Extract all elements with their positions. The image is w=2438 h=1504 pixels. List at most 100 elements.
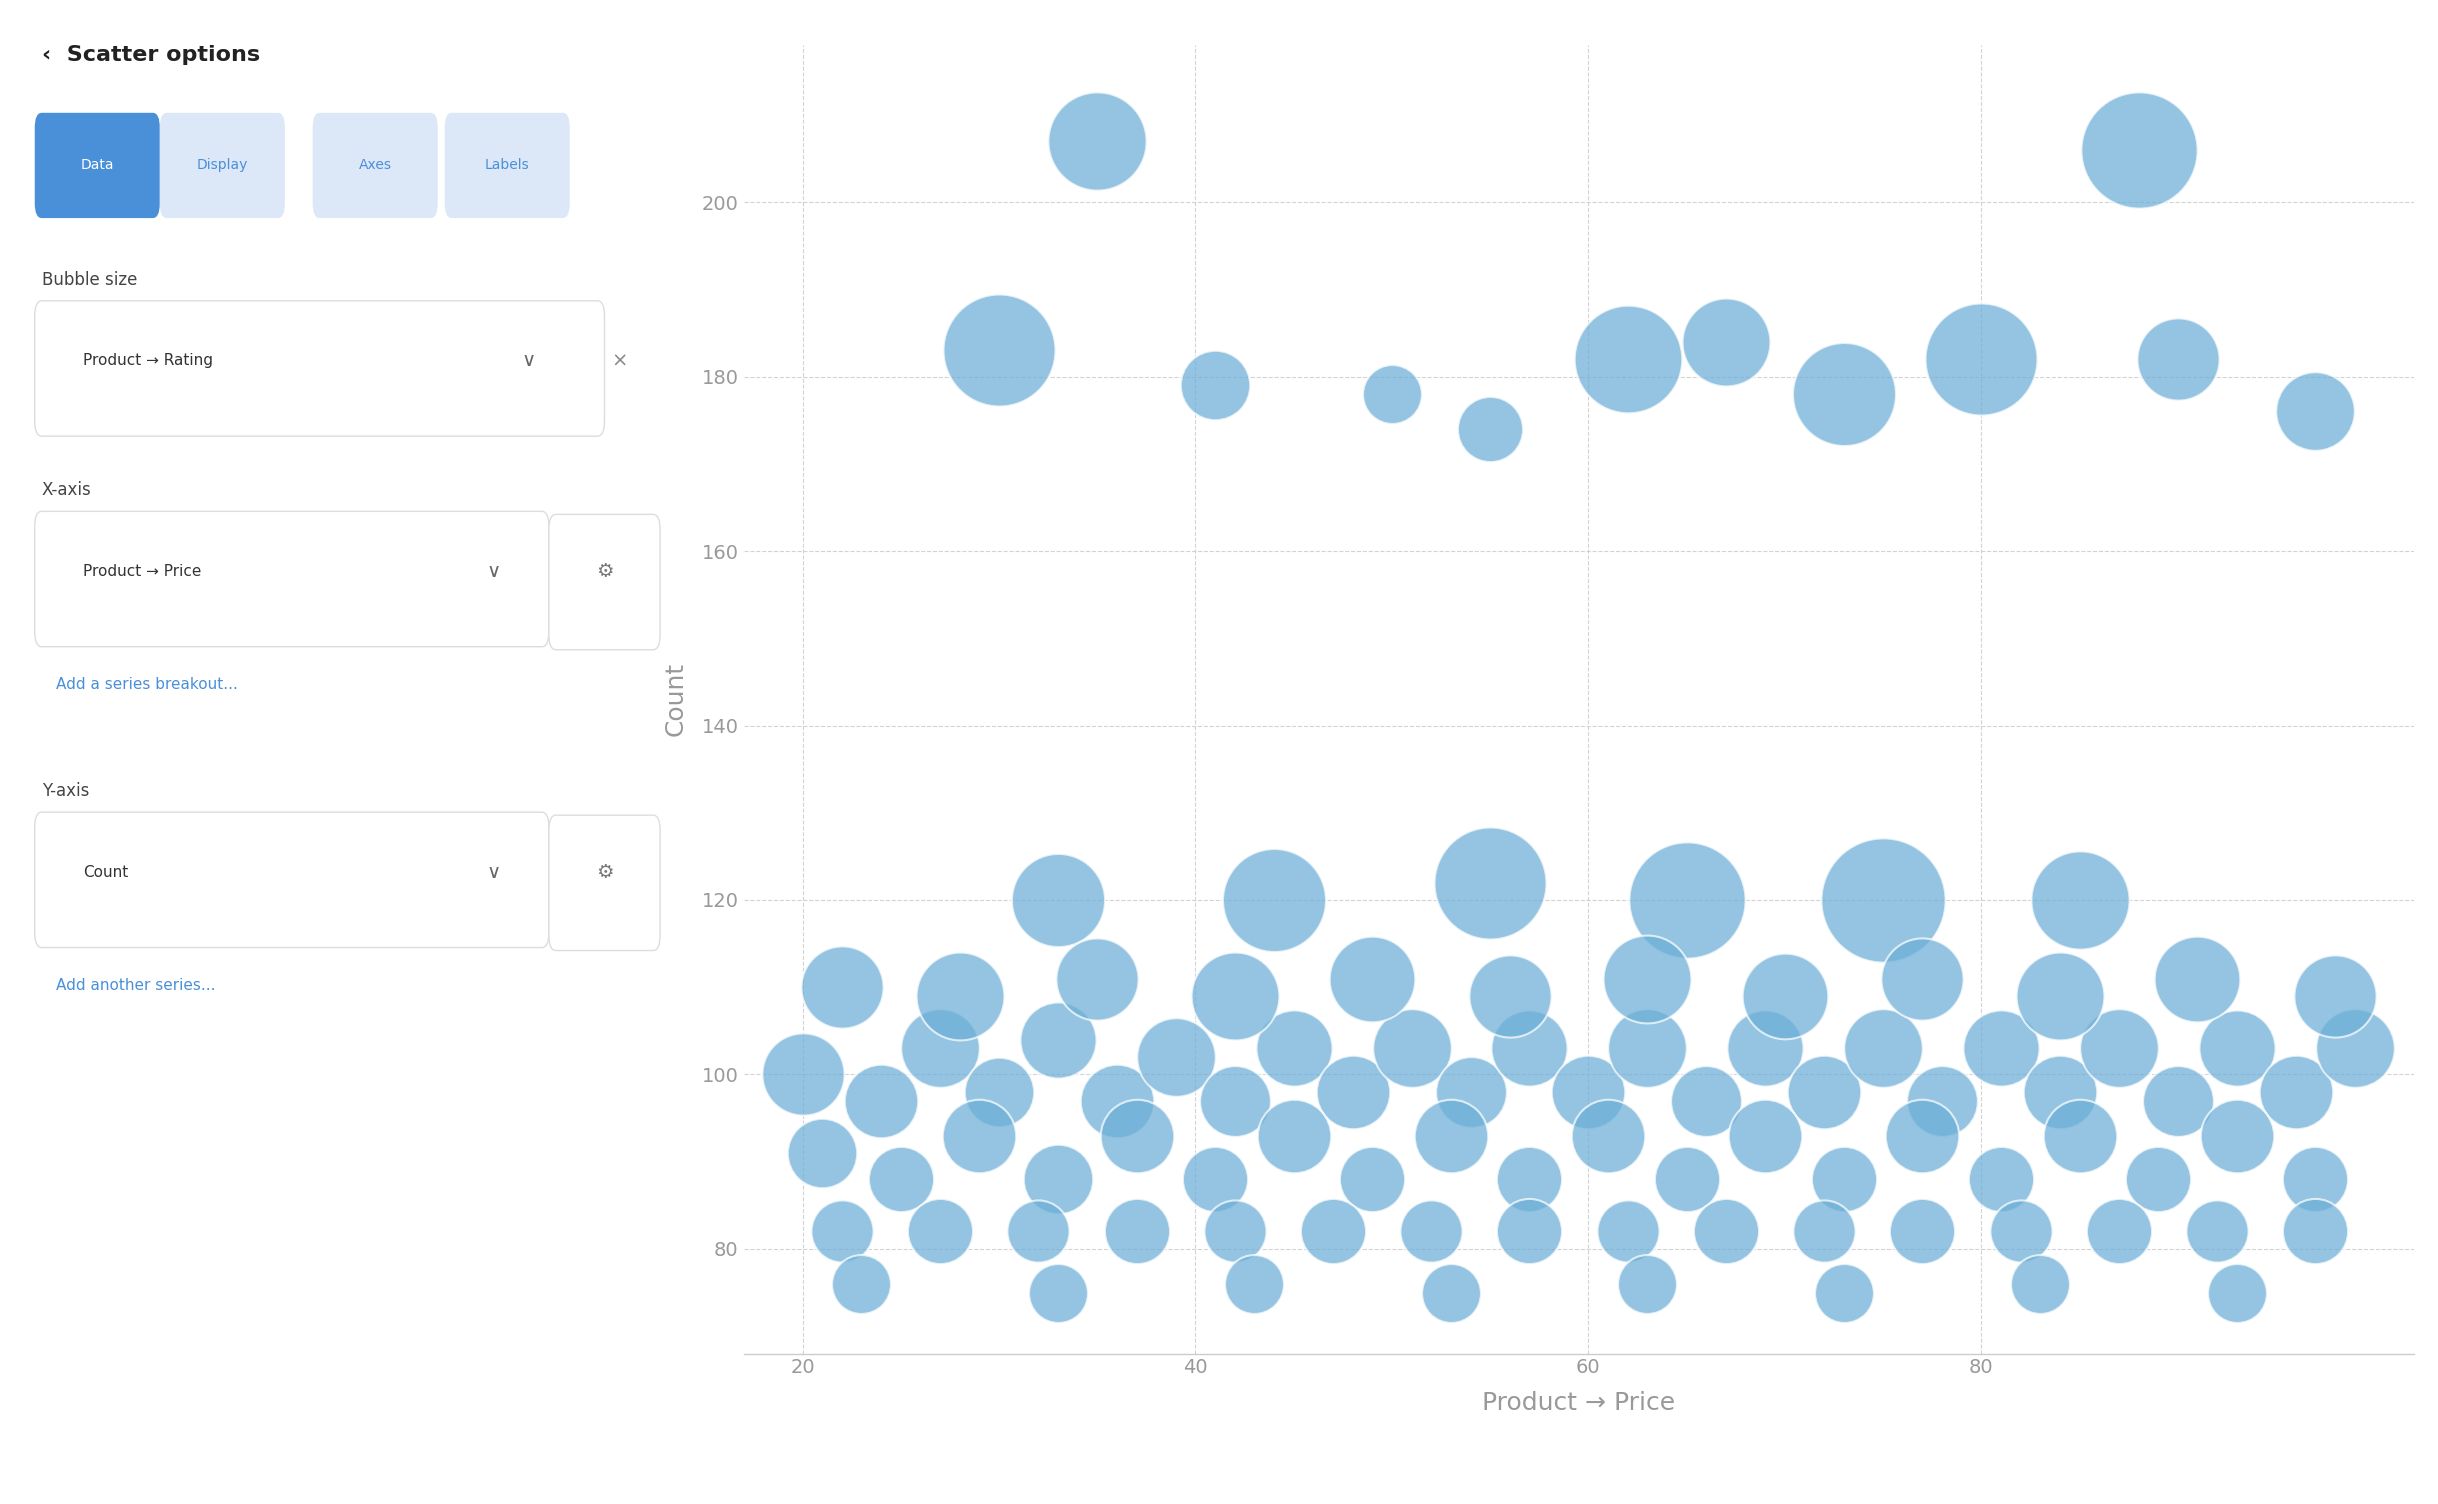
Point [1431,1123,1470,1148]
Text: Bubble size: Bubble size [41,271,137,289]
Point [1490,984,1529,1008]
Point [1078,129,1117,153]
Point [802,1142,841,1166]
Point [1570,1080,1609,1104]
FancyBboxPatch shape [444,113,570,218]
Text: Display: Display [197,158,249,173]
FancyBboxPatch shape [34,113,161,218]
Point [1019,1220,1058,1244]
Point [1668,887,1707,911]
Point [1982,1167,2021,1191]
Point [1707,1220,1746,1244]
Text: Labels: Labels [485,158,529,173]
Point [841,1272,880,1296]
Text: Add a series breakout...: Add a series breakout... [56,677,236,692]
Point [1765,984,1804,1008]
Text: ∨: ∨ [485,863,500,881]
Point [1195,373,1234,397]
Point [2297,400,2336,424]
FancyBboxPatch shape [34,301,605,436]
Point [961,1123,1000,1148]
Point [2177,967,2216,991]
Point [1509,1167,1548,1191]
Point [2216,1123,2255,1148]
FancyBboxPatch shape [549,815,661,951]
Point [1509,1220,1548,1244]
Point [980,1080,1019,1104]
Point [2197,1220,2236,1244]
Point [1214,1220,1253,1244]
Point [1097,1089,1136,1113]
Point [2021,1272,2060,1296]
Point [1275,1123,1314,1148]
Point [1629,967,1668,991]
Point [880,1167,919,1191]
Point [1353,967,1392,991]
FancyBboxPatch shape [161,113,285,218]
Text: ×: × [612,352,629,370]
Point [1824,1280,1863,1304]
Point [1963,347,2002,371]
Point [1214,984,1253,1008]
Point [1824,1167,1863,1191]
FancyBboxPatch shape [34,511,549,647]
Point [922,1220,961,1244]
Point [1039,1027,1078,1051]
Point [2297,1167,2336,1191]
Point [1904,1220,1943,1244]
Point [1509,1036,1548,1060]
Point [922,1036,961,1060]
Text: ∨: ∨ [485,562,500,581]
Point [1609,1220,1648,1244]
Point [1451,1080,1490,1104]
Text: ⚙: ⚙ [595,863,614,881]
Point [1629,1036,1668,1060]
Text: ⚙: ⚙ [595,562,614,581]
Point [1804,1080,1843,1104]
Point [2060,887,2099,911]
Point [2336,1036,2375,1060]
Point [1863,887,1902,911]
Point [1156,1045,1195,1069]
Point [1746,1036,1785,1060]
Point [2041,984,2080,1008]
Text: Axes: Axes [358,158,393,173]
Point [1470,871,1509,895]
Point [2297,1220,2336,1244]
Point [2277,1080,2316,1104]
Point [1078,967,1117,991]
Point [1117,1123,1156,1148]
Point [2119,138,2158,162]
Point [1904,1123,1943,1148]
Point [941,984,980,1008]
Point [2158,347,2197,371]
Point [783,1062,822,1086]
Point [1824,382,1863,406]
Text: Product → Rating: Product → Rating [83,353,215,368]
Point [1609,347,1648,371]
Point [1470,417,1509,441]
Point [2316,984,2355,1008]
Point [861,1089,900,1113]
Y-axis label: Count: Count [663,662,688,737]
Point [1707,329,1746,353]
Point [2002,1220,2041,1244]
Point [1804,1220,1843,1244]
X-axis label: Product → Price: Product → Price [1482,1391,1675,1415]
Point [1687,1089,1726,1113]
Point [1373,382,1412,406]
Point [1904,967,1943,991]
Point [1412,1220,1451,1244]
Point [2099,1220,2138,1244]
Point [1117,1220,1156,1244]
Text: Count: Count [83,865,129,880]
Point [2216,1036,2255,1060]
Text: Add another series...: Add another series... [56,978,215,993]
Point [1746,1123,1785,1148]
Point [1275,1036,1314,1060]
Point [1982,1036,2021,1060]
Point [1334,1080,1373,1104]
Point [1629,1272,1668,1296]
Point [2158,1089,2197,1113]
Text: ∨: ∨ [522,352,536,370]
